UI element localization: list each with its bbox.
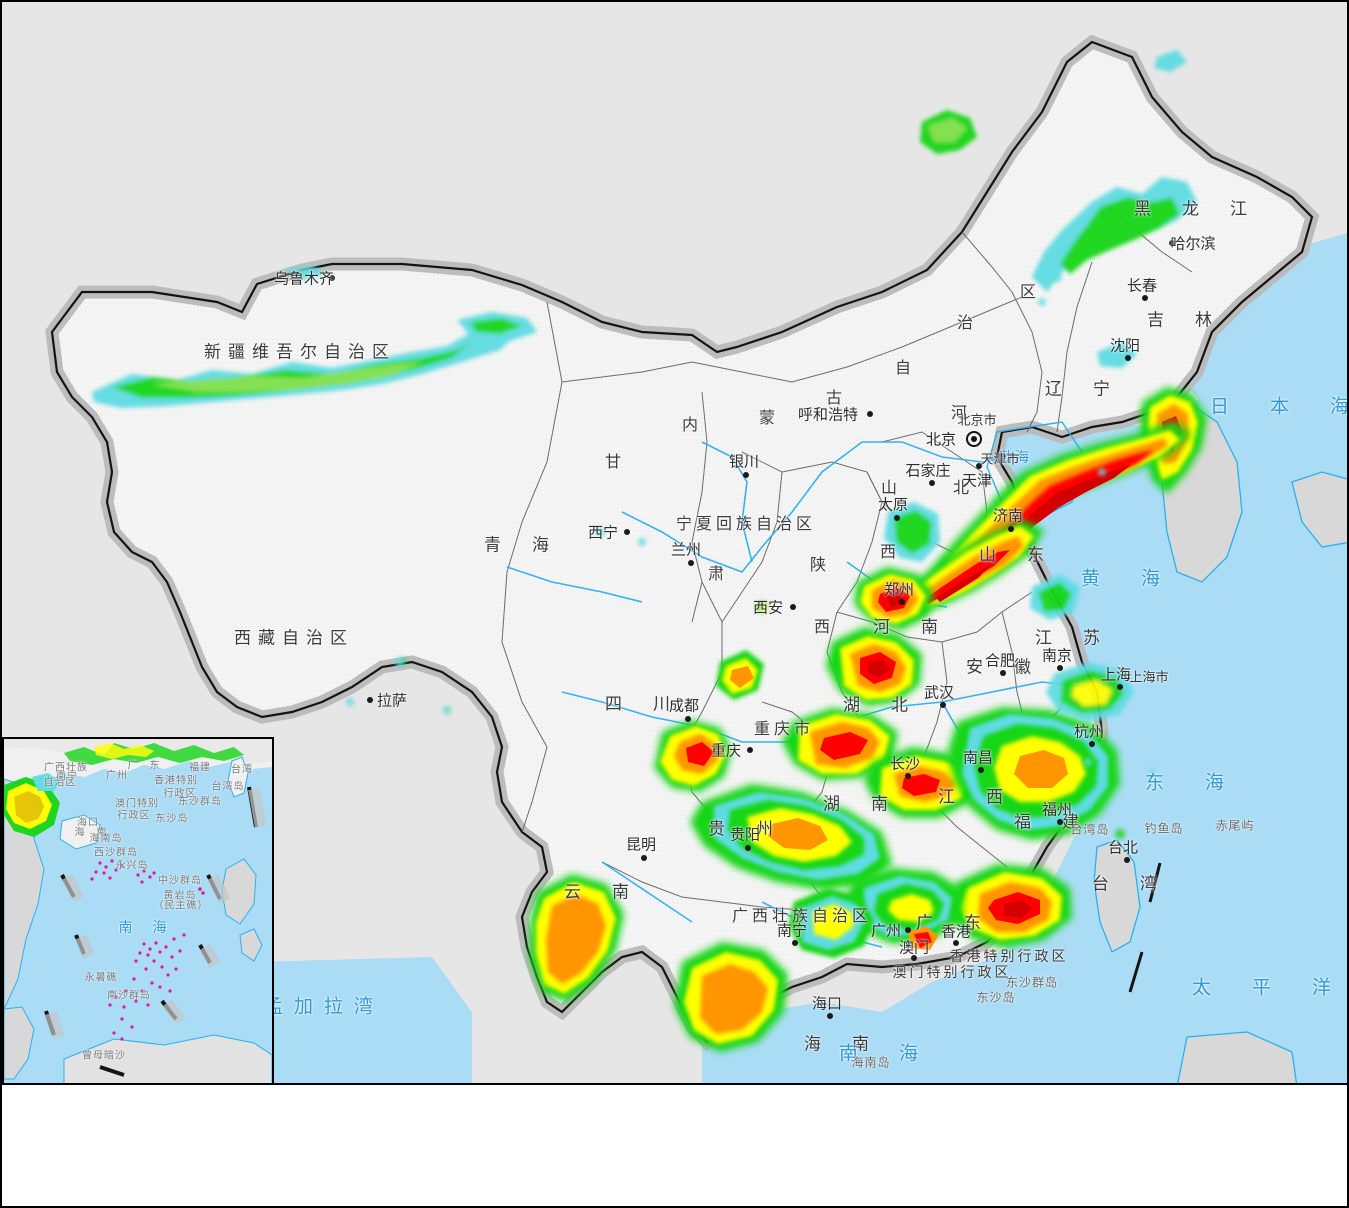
city-marker [905, 773, 911, 779]
city-marker [953, 940, 959, 946]
city-marker [905, 927, 911, 933]
echo-guizhou-hunan [690, 747, 977, 890]
echo-northeast [920, 50, 1197, 368]
echo-xinjiang [92, 266, 537, 408]
city-marker [894, 515, 900, 521]
city-marker [747, 747, 753, 753]
boundary-dashes [1128, 862, 1162, 993]
city-marker [976, 463, 982, 469]
city-marker [688, 560, 694, 566]
city-marker [827, 1013, 833, 1019]
inset-echoes [4, 743, 244, 837]
city-marker [929, 480, 935, 486]
echo-speckle [1038, 272, 1155, 839]
echo-tibet [346, 527, 768, 715]
ocean-japan-sea [1182, 233, 1347, 432]
city-marker [792, 940, 798, 946]
reef-dots [90, 859, 205, 1041]
city-marker [641, 855, 647, 861]
echo-chongqing [782, 708, 898, 780]
city-marker [1117, 684, 1123, 690]
radar-echo-layer [92, 50, 1207, 1052]
city-marker [1124, 857, 1130, 863]
echo-sichuan [654, 650, 764, 792]
city-marker [367, 697, 373, 703]
inset-taiwan [227, 756, 249, 798]
legend-panel: 全国雷达拼图 [2025-07-22 07:06:00] [ 组合反射率 ] 5… [0, 1085, 1349, 1208]
city-marker [1169, 240, 1175, 246]
city-marker [743, 472, 749, 478]
echo-hubei-n [826, 627, 922, 706]
city-marker [899, 599, 905, 605]
city-marker [1125, 355, 1131, 361]
nine-dash-halo [45, 787, 267, 1039]
city-marker [329, 275, 335, 281]
city-marker [1000, 670, 1006, 676]
city-marker [1057, 819, 1063, 825]
city-marker [790, 604, 796, 610]
map-panel[interactable]: 新疆维吾尔自治区 西藏自治区青 海甘肃内蒙古自治区黑 龙 江吉 林辽 宁河北山西陕… [0, 0, 1349, 1085]
capital-marker [966, 431, 982, 447]
ocean-bengal [252, 957, 472, 1083]
echo-southwest [530, 874, 874, 1052]
echo-henan [854, 567, 934, 630]
city-marker [745, 845, 751, 851]
south-china-sea-inset[interactable]: 广西壮族 自治区 南宁广 东广州 福建 台湾 香港特别 行政区 台湾岛 澳门特别 行政区 东沙群岛东… [2, 737, 274, 1083]
city-marker [1008, 526, 1014, 532]
city-marker [867, 411, 873, 417]
echo-east-coast [1046, 662, 1134, 722]
city-marker [1089, 741, 1095, 747]
city-marker [940, 702, 946, 708]
echo-prd [844, 868, 964, 950]
echo-jiangxi-fujian [948, 707, 1120, 948]
city-marker [978, 767, 984, 773]
city-marker [1057, 665, 1063, 671]
city-marker [685, 716, 691, 722]
city-marker [624, 529, 630, 535]
inset-geography [4, 739, 272, 1083]
inset-hainan [59, 814, 101, 850]
city-marker [911, 955, 917, 961]
city-marker [1142, 295, 1148, 301]
